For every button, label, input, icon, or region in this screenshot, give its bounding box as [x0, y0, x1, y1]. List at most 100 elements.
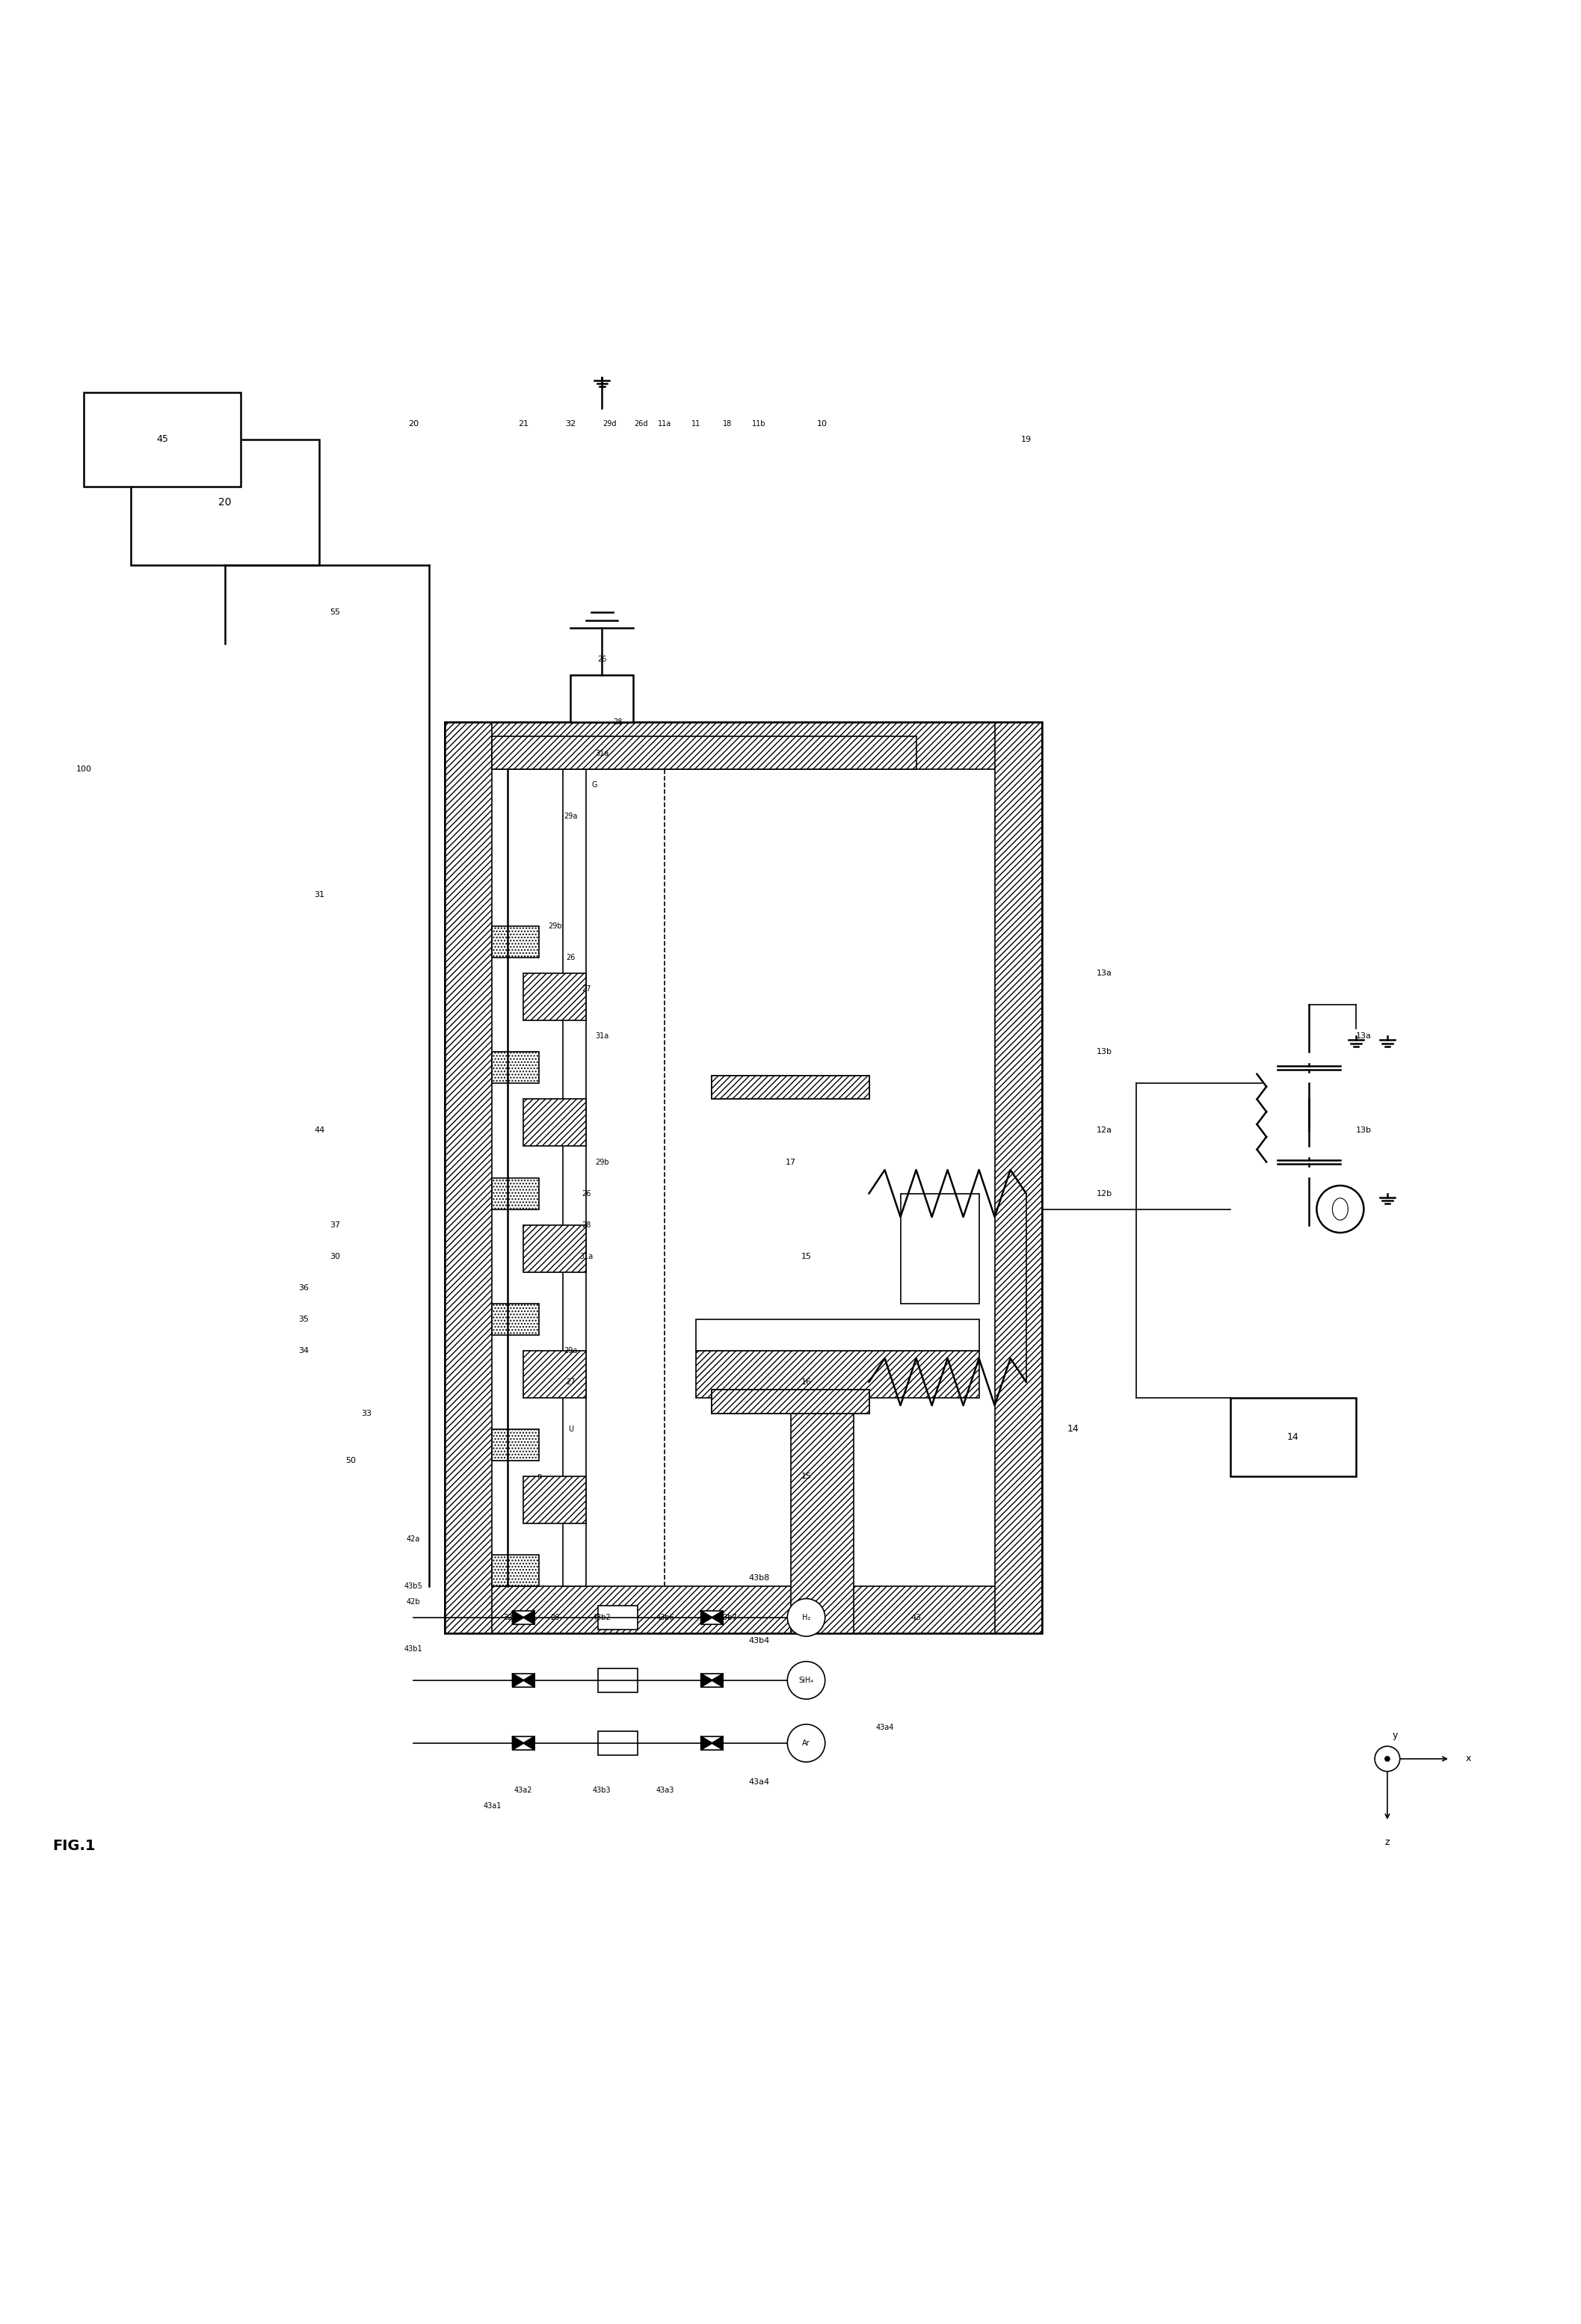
Text: 26: 26	[566, 955, 575, 962]
Bar	[523, 1225, 587, 1271]
Text: 12b: 12b	[1097, 1190, 1113, 1197]
Text: 33: 33	[360, 1411, 372, 1418]
Text: 43a4: 43a4	[876, 1724, 893, 1731]
Text: 37: 37	[330, 1220, 340, 1229]
Circle shape	[1385, 1757, 1390, 1762]
Bar	[696, 1320, 979, 1350]
Bar	[131, 439, 319, 565]
Polygon shape	[700, 1673, 723, 1687]
Text: 20: 20	[408, 421, 419, 428]
Bar	[1230, 1397, 1356, 1476]
Text: 43a1: 43a1	[482, 1801, 501, 1810]
Bar	[790, 1397, 854, 1634]
Bar	[492, 927, 539, 957]
Text: 42b: 42b	[406, 1599, 421, 1606]
Text: 14: 14	[1067, 1425, 1080, 1434]
Text: 43a2: 43a2	[514, 1787, 533, 1794]
Bar	[711, 1390, 870, 1413]
Text: 13a: 13a	[1356, 1032, 1372, 1041]
Text: 15: 15	[802, 1473, 811, 1480]
Text: 29b: 29b	[594, 1157, 609, 1167]
Text: 43a3: 43a3	[656, 1787, 674, 1794]
Bar	[492, 737, 915, 769]
Text: 50: 50	[346, 1457, 356, 1464]
Text: 19: 19	[1021, 437, 1031, 444]
Bar	[563, 769, 587, 1585]
Polygon shape	[512, 1611, 534, 1624]
Bar	[598, 1606, 637, 1629]
Text: 17: 17	[786, 1157, 795, 1167]
Text: 26: 26	[550, 1613, 560, 1622]
Text: 43b3: 43b3	[593, 1787, 612, 1794]
Text: 26: 26	[598, 655, 607, 662]
Bar	[994, 723, 1042, 1634]
Polygon shape	[700, 1611, 723, 1624]
Polygon shape	[512, 1673, 534, 1687]
Text: x: x	[1466, 1755, 1472, 1764]
Text: 20: 20	[218, 497, 232, 507]
Text: 31a: 31a	[594, 751, 609, 758]
Text: 12a: 12a	[1097, 1127, 1113, 1134]
Text: 29a: 29a	[564, 1346, 577, 1355]
Bar	[571, 674, 634, 723]
Bar	[492, 1555, 539, 1585]
Text: 11: 11	[691, 421, 700, 428]
Bar	[444, 1585, 1042, 1634]
Text: 21: 21	[519, 421, 528, 428]
Text: 29b: 29b	[549, 923, 561, 930]
Text: H₂: H₂	[802, 1613, 811, 1622]
Text: z: z	[1385, 1838, 1390, 1848]
Text: U: U	[568, 1425, 574, 1432]
Bar	[444, 723, 1042, 1634]
Text: 32: 32	[503, 1613, 512, 1622]
Bar	[523, 974, 587, 1020]
Text: y: y	[1391, 1731, 1398, 1741]
Text: 29a: 29a	[564, 813, 577, 820]
Text: 43a4: 43a4	[748, 1778, 770, 1787]
Text: 55: 55	[330, 609, 340, 616]
Text: 10: 10	[817, 421, 827, 428]
Bar	[901, 1195, 979, 1304]
Bar	[711, 1076, 870, 1099]
Text: 43b7: 43b7	[718, 1613, 737, 1622]
Circle shape	[1317, 1185, 1364, 1232]
Text: 35: 35	[299, 1315, 308, 1322]
Text: 13b: 13b	[1356, 1127, 1372, 1134]
Text: FIG.1: FIG.1	[52, 1838, 95, 1852]
Bar	[711, 1390, 870, 1413]
Text: 27: 27	[566, 1378, 575, 1385]
Text: Ar: Ar	[802, 1738, 809, 1748]
Text: SiH₄: SiH₄	[798, 1676, 814, 1685]
Text: 27: 27	[582, 985, 591, 992]
Text: 32: 32	[566, 421, 575, 428]
Text: 100: 100	[76, 765, 92, 774]
Bar	[523, 1350, 587, 1397]
Text: 31: 31	[315, 892, 324, 899]
Text: 45: 45	[157, 435, 168, 444]
Text: 31a: 31a	[594, 1032, 609, 1041]
Text: 43b6: 43b6	[656, 1613, 674, 1622]
Text: 43b1: 43b1	[405, 1645, 422, 1652]
Text: 28: 28	[582, 1220, 591, 1229]
Bar	[444, 723, 1042, 769]
Text: 36: 36	[299, 1283, 308, 1292]
Bar	[696, 1350, 979, 1397]
Polygon shape	[512, 1736, 534, 1750]
Text: G: G	[591, 781, 598, 788]
Bar	[492, 1429, 539, 1459]
Bar	[700, 1611, 723, 1624]
Bar	[84, 393, 240, 486]
Text: 43: 43	[911, 1613, 922, 1622]
Bar	[492, 1304, 539, 1334]
Polygon shape	[700, 1736, 723, 1750]
Text: 11a: 11a	[658, 421, 672, 428]
Text: 43b8: 43b8	[748, 1573, 770, 1583]
Text: n: n	[538, 1473, 542, 1480]
Text: 26d: 26d	[634, 421, 648, 428]
Bar	[492, 1053, 539, 1083]
Text: 31a: 31a	[580, 1253, 593, 1260]
Circle shape	[787, 1662, 825, 1699]
Bar	[512, 1736, 534, 1750]
Text: 15: 15	[802, 1253, 811, 1260]
Text: 28: 28	[613, 718, 623, 725]
